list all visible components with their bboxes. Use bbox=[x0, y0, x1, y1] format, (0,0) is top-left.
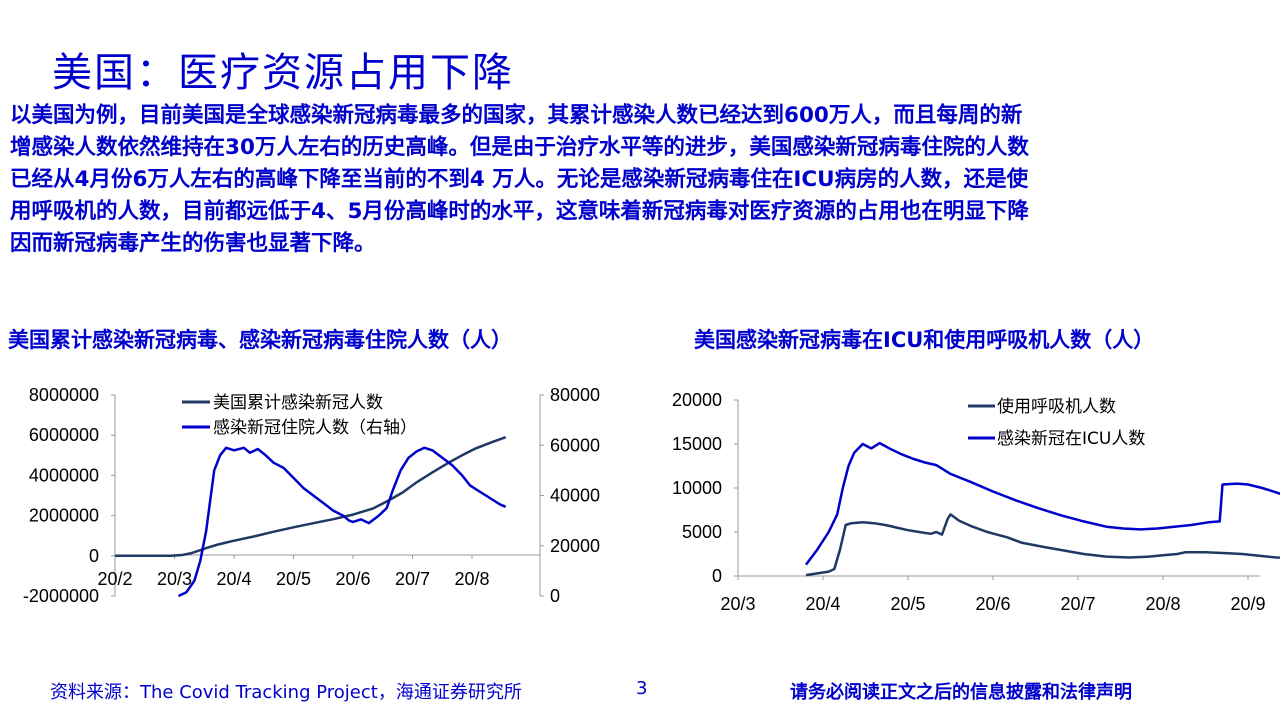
y-right-tick-label: 80000 bbox=[550, 385, 600, 405]
legend-label: 感染新冠在ICU人数 bbox=[997, 429, 1145, 449]
icu-ventilator-chart: 20000 15000 10000 5000 0 20/3 20/4 20/5 20/6 20/7… bbox=[672, 390, 1280, 614]
x-tick-label: 20/7 bbox=[1060, 594, 1095, 614]
x-tick-label: 20/4 bbox=[216, 569, 251, 589]
body-line: 以美国为例，目前美国是全球感染新冠病毒最多的国家，其累计感染人数已经达到600万… bbox=[10, 103, 1023, 128]
y-tick-label: 20000 bbox=[672, 390, 722, 410]
y-right-tick-label: 60000 bbox=[550, 435, 600, 455]
legend-label: 美国累计感染新冠人数 bbox=[213, 393, 383, 413]
source-note: 资料来源：The Covid Tracking Project，海通证券研究所 bbox=[50, 682, 522, 703]
series-line bbox=[805, 441, 1280, 566]
legend-label: 使用呼吸机人数 bbox=[997, 396, 1116, 417]
y-right-tick-label: 20000 bbox=[550, 536, 600, 556]
series-line bbox=[177, 446, 507, 598]
y-left-tick-label: 4000000 bbox=[29, 465, 99, 485]
body-line: 因而新冠病毒产生的伤害也显著下降。 bbox=[10, 231, 376, 256]
legend-label: 感染新冠住院人数（右轴） bbox=[213, 418, 417, 438]
y-left-tick-label: 8000000 bbox=[29, 385, 99, 405]
x-tick-label: 20/4 bbox=[805, 594, 840, 614]
chart2-title: 美国感染新冠病毒在ICU和使用呼吸机人数（人） bbox=[694, 328, 1155, 352]
series-line bbox=[115, 436, 507, 558]
y-tick-label: 10000 bbox=[672, 478, 722, 498]
y-tick-label: 0 bbox=[712, 566, 722, 586]
y-right-tick-label: 0 bbox=[550, 586, 560, 606]
y-left-tick-label: 2000000 bbox=[29, 506, 99, 526]
page-title: 美国：医疗资源占用下降 bbox=[52, 50, 514, 96]
x-tick-label: 20/3 bbox=[720, 594, 755, 614]
x-tick-label: 20/8 bbox=[454, 569, 489, 589]
x-tick-label: 20/2 bbox=[97, 569, 132, 589]
x-tick-label: 20/7 bbox=[395, 569, 430, 589]
body-line: 用呼吸机的人数，目前都远低于4、5月份高峰时的水平，这意味着新冠病毒对医疗资源的… bbox=[10, 199, 1029, 224]
x-tick-label: 20/9 bbox=[1230, 594, 1265, 614]
body-paragraph: 以美国为例，目前美国是全球感染新冠病毒最多的国家，其累计感染人数已经达到600万… bbox=[10, 100, 1275, 260]
x-tick-label: 20/6 bbox=[335, 569, 370, 589]
body-line: 增感染人数依然维持在30万人左右的历史高峰。但是由于治疗水平等的进步，美国感染新… bbox=[10, 135, 1029, 160]
chart1-title: 美国累计感染新冠病毒、感染新冠病毒住院人数（人） bbox=[8, 328, 512, 352]
y-right-tick-label: 40000 bbox=[550, 486, 600, 506]
page-number: 3 bbox=[636, 678, 648, 699]
series-line bbox=[805, 513, 1280, 577]
x-tick-label: 20/3 bbox=[157, 569, 192, 589]
body-line: 已经从4月份6万人左右的高峰下降至当前的不到4 万人。无论是感染新冠病毒住在IC… bbox=[10, 167, 1029, 192]
disclaimer: 请务必阅读正文之后的信息披露和法律声明 bbox=[790, 682, 1132, 703]
hospitalization-chart: 8000000 6000000 4000000 2000000 0 -2000000 800… bbox=[23, 385, 600, 606]
x-tick-label: 20/6 bbox=[975, 594, 1010, 614]
y-tick-label: 15000 bbox=[672, 434, 722, 454]
x-tick-label: 20/5 bbox=[890, 594, 925, 614]
y-left-tick-label: 6000000 bbox=[29, 425, 99, 445]
x-tick-label: 20/8 bbox=[1145, 594, 1180, 614]
x-tick-label: 20/5 bbox=[276, 569, 311, 589]
y-left-tick-label: -2000000 bbox=[23, 586, 99, 606]
y-tick-label: 5000 bbox=[682, 522, 722, 542]
y-left-tick-label: 0 bbox=[89, 546, 99, 566]
